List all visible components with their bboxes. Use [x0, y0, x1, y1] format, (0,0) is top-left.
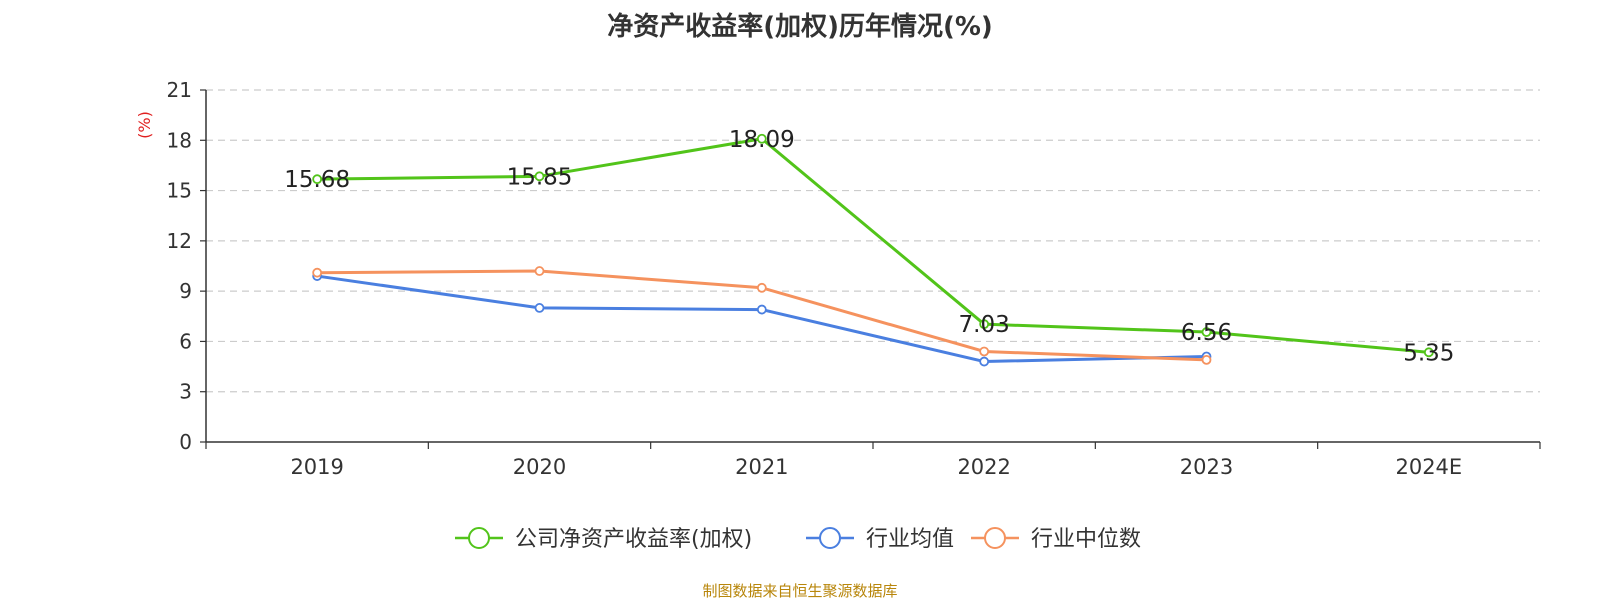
- legend-marker: [468, 527, 490, 549]
- data-point: [756, 282, 767, 293]
- y-tick-label: 21: [167, 78, 192, 102]
- data-point: [1201, 327, 1212, 337]
- x-tick-label: 2019: [290, 455, 343, 479]
- y-tick-label: 18: [167, 128, 192, 152]
- chart-title: 净资产收益率(加权)历年情况(%): [607, 12, 993, 42]
- data-point: [756, 133, 767, 144]
- data-point: [756, 304, 767, 315]
- y-tick-label: 15: [167, 179, 192, 203]
- y-tick-label: 9: [179, 279, 192, 303]
- data-label: 15.68: [284, 167, 350, 193]
- legend-label: 行业均值: [866, 527, 954, 552]
- series-line: [317, 137, 1429, 354]
- legend-marker: [819, 527, 841, 549]
- y-axis-label: (%): [135, 111, 154, 139]
- y-tick-label: 0: [179, 430, 192, 454]
- x-tick-label: 2021: [735, 455, 788, 479]
- data-point: [312, 267, 323, 278]
- x-tick-label: 2020: [513, 455, 566, 479]
- x-tick-label: 2022: [957, 455, 1010, 479]
- data-point: [534, 303, 545, 313]
- data-point: [979, 356, 990, 367]
- data-point: [979, 319, 990, 330]
- data-point: [312, 174, 323, 185]
- legend-label: 公司净资产收益率(加权): [515, 527, 752, 552]
- data-point: [1201, 354, 1212, 365]
- data-label: 7.03: [959, 312, 1010, 338]
- y-tick-label: 12: [167, 229, 192, 253]
- data-point: [534, 171, 545, 182]
- data-label: 5.35: [1403, 340, 1454, 366]
- legend-label: 行业中位数: [1031, 527, 1141, 552]
- data-point: [534, 266, 545, 276]
- source-note: 制图数据来自恒生聚源数据库: [702, 582, 898, 600]
- legend-marker: [984, 527, 1006, 549]
- data-point: [1423, 347, 1434, 358]
- data-label: 6.56: [1181, 320, 1232, 346]
- data-point: [979, 346, 990, 357]
- y-tick-label: 6: [179, 329, 192, 353]
- x-tick-label: 2023: [1180, 455, 1233, 479]
- x-tick-label: 2024E: [1395, 455, 1462, 479]
- data-label: 15.85: [507, 164, 573, 190]
- data-label: 18.09: [729, 127, 795, 153]
- y-tick-label: 3: [179, 380, 192, 404]
